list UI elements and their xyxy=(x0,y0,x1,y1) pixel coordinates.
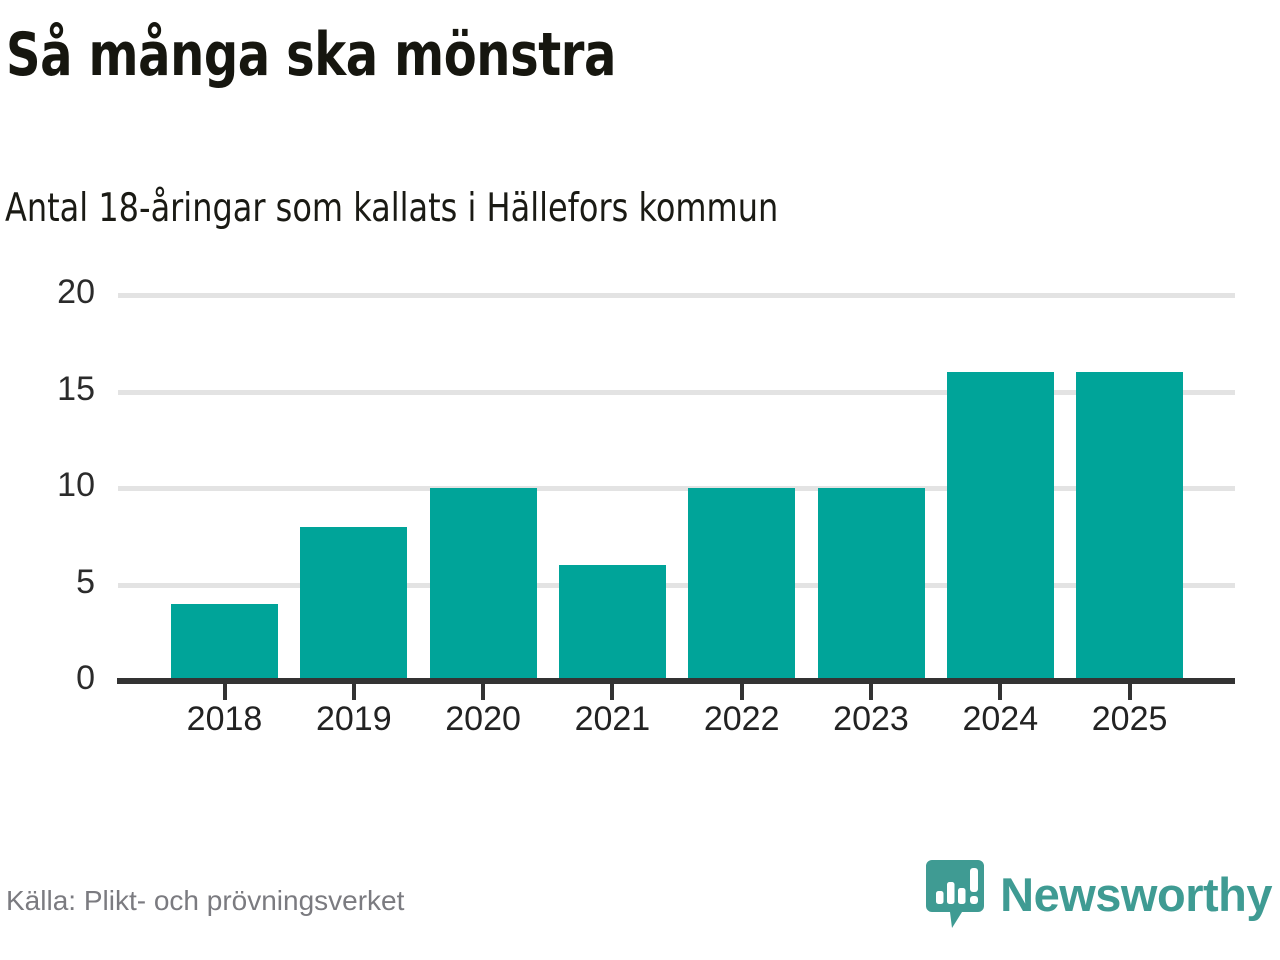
newsworthy-bar-chart-bubble-icon xyxy=(924,858,986,930)
bar-2024[interactable] xyxy=(946,372,1054,681)
y-axis-tick-label: 0 xyxy=(76,659,95,697)
x-axis-tick-mark xyxy=(1127,684,1132,700)
x-axis-tick-mark xyxy=(998,684,1003,700)
y-axis-tick-label: 10 xyxy=(57,466,95,504)
x-axis-tick-label-2019: 2019 xyxy=(315,700,392,738)
bar-2023[interactable] xyxy=(817,488,925,681)
newsworthy-wordmark: Newsworthy xyxy=(1000,867,1272,921)
y-axis-tick-label: 15 xyxy=(57,369,95,408)
x-axis-tick-label-2025: 2025 xyxy=(1091,700,1168,738)
y-axis-tick-label: 20 xyxy=(57,273,95,311)
x-axis-line xyxy=(117,678,1235,684)
bar-2019[interactable] xyxy=(300,526,408,681)
gridline-15 xyxy=(118,389,1235,395)
x-axis-tick-mark xyxy=(610,684,615,700)
x-axis-tick-label-2021: 2021 xyxy=(574,700,651,738)
bar-2021[interactable] xyxy=(558,565,666,681)
x-axis-tick-label-2024: 2024 xyxy=(962,700,1039,738)
chart-title: Så många ska mönstra xyxy=(6,20,617,90)
bar-2018[interactable] xyxy=(171,603,278,681)
x-axis-tick-label-2023: 2023 xyxy=(833,700,909,738)
source-note: Källa: Plikt- och prövningsverket xyxy=(6,885,405,916)
newsworthy-logo[interactable]: Newsworthy xyxy=(924,858,1272,930)
x-axis-tick-mark xyxy=(739,684,744,700)
bar-2020[interactable] xyxy=(429,488,537,681)
gridline-10 xyxy=(118,486,1235,491)
bar-2025[interactable] xyxy=(1076,372,1184,681)
x-axis-tick-mark xyxy=(869,684,873,700)
x-axis-tick-mark xyxy=(222,684,227,700)
x-axis-tick-label-2022: 2022 xyxy=(703,700,780,738)
chart-subtitle: Antal 18-åringar som kallats i Hällefors… xyxy=(5,186,779,231)
bar-2022[interactable] xyxy=(688,488,796,681)
x-axis-tick-mark xyxy=(351,684,356,700)
x-axis-tick-label-2020: 2020 xyxy=(445,700,521,738)
y-axis-tick-label: 5 xyxy=(76,562,95,601)
x-axis-tick-label-2018: 2018 xyxy=(186,700,263,738)
x-axis-tick-mark xyxy=(481,684,486,700)
gridline-20 xyxy=(118,293,1235,298)
gridline-5 xyxy=(118,582,1235,588)
